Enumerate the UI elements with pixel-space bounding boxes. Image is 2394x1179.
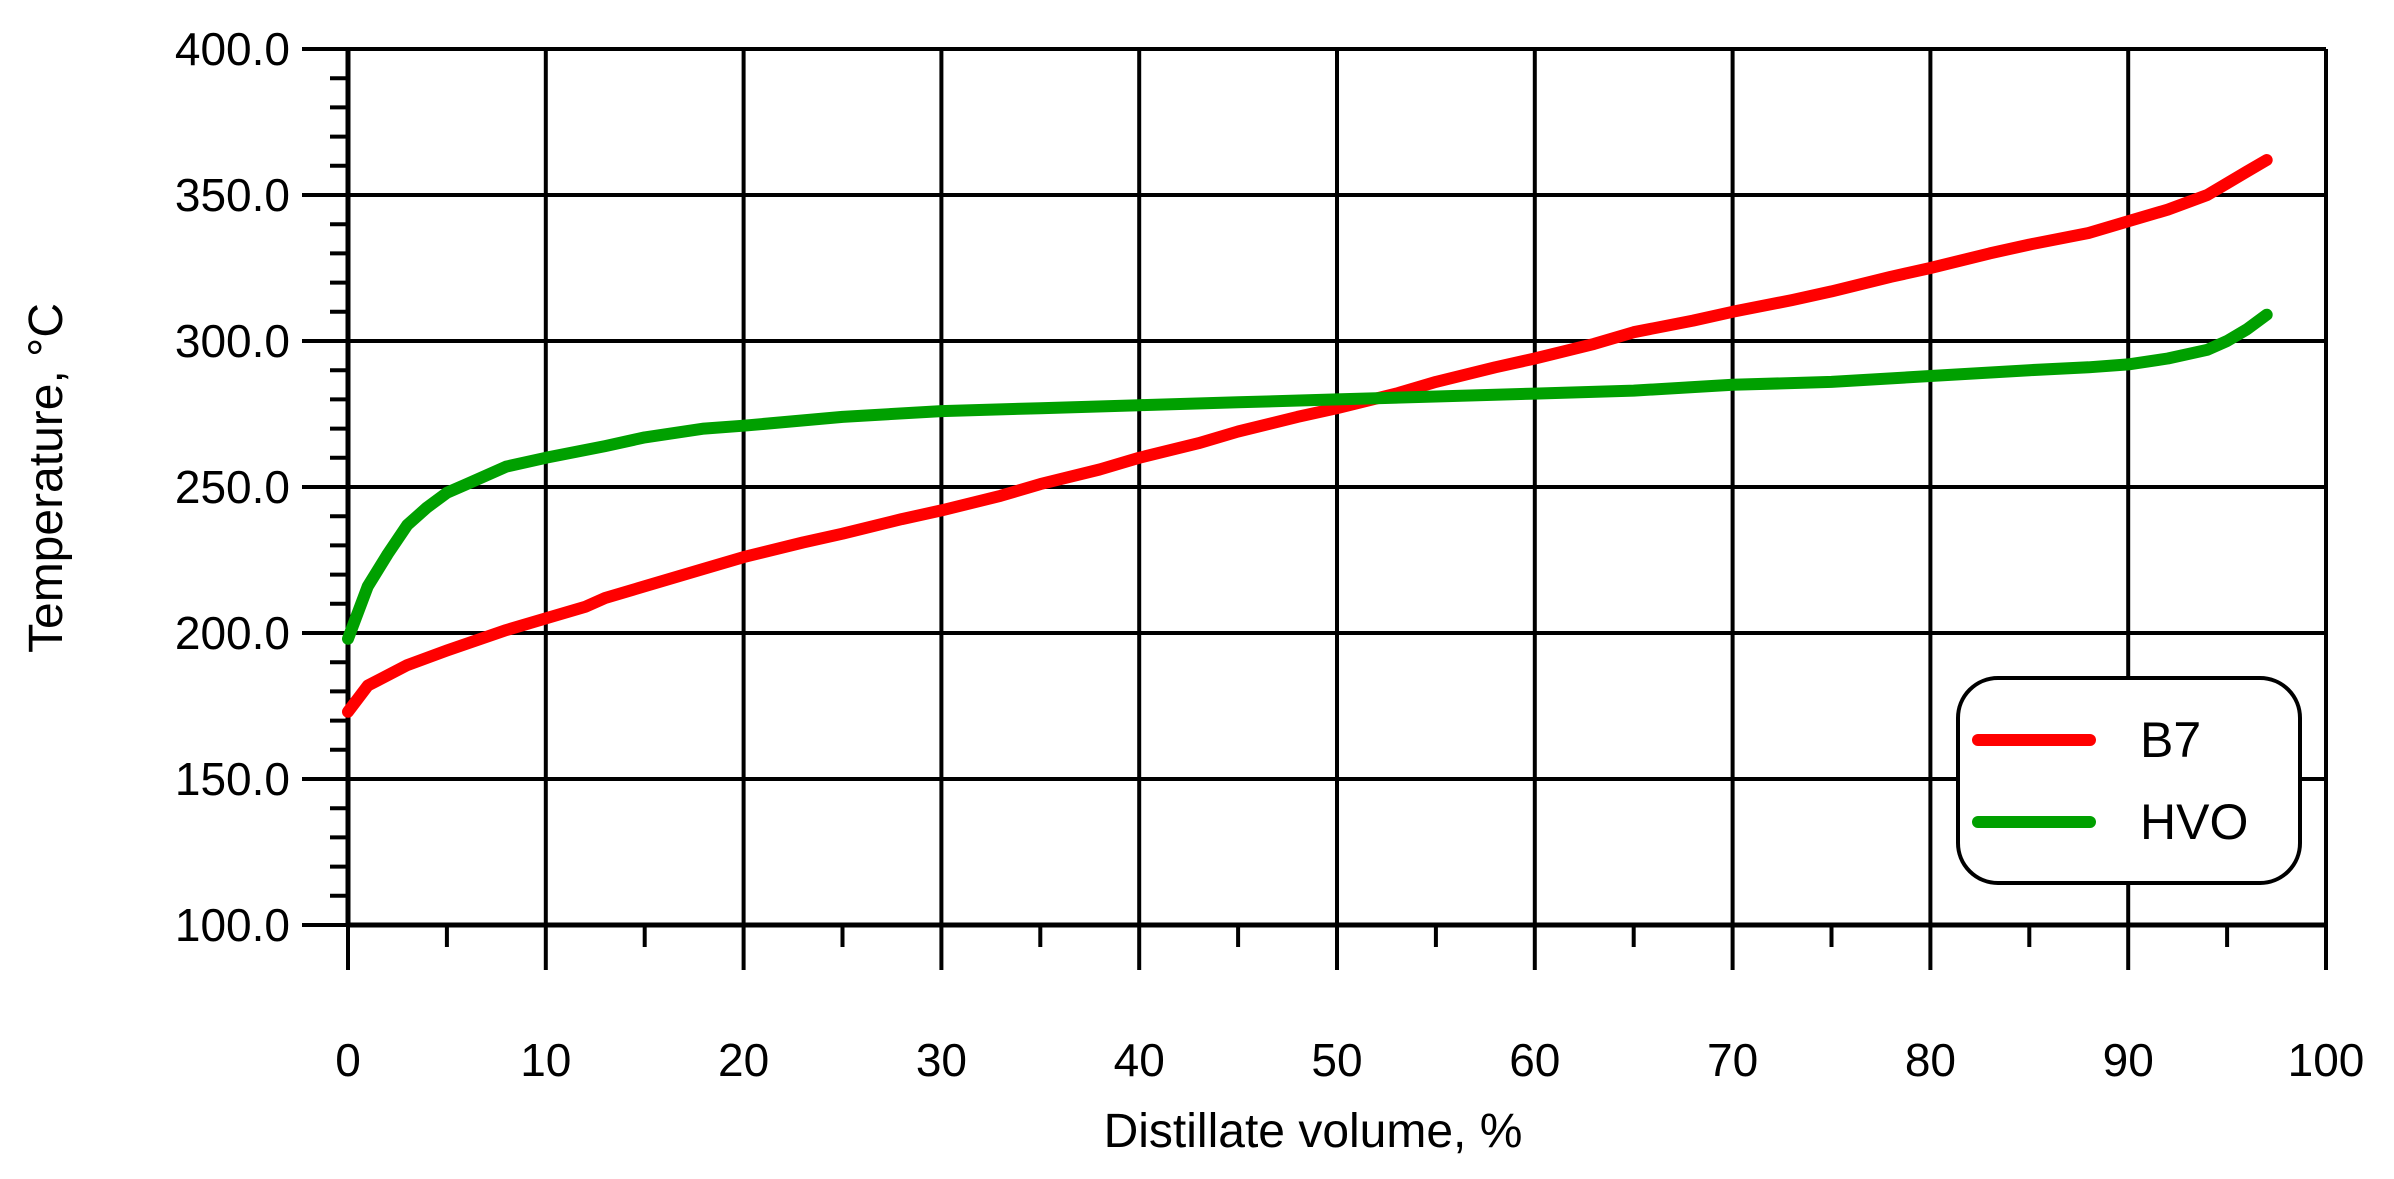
legend-label-b7: B7	[2140, 712, 2201, 768]
x-tick-label: 100	[2288, 1034, 2365, 1086]
legend-box	[1956, 676, 2302, 885]
series-line-b7	[342, 154, 2273, 718]
series-layer	[342, 154, 2273, 718]
series-line-hvo	[342, 308, 2273, 645]
legend: B7 HVO	[1956, 676, 2302, 885]
axes	[302, 47, 2328, 970]
x-tick-label: 40	[1114, 1034, 1165, 1086]
y-tick-label: 200.0	[175, 607, 290, 659]
x-tick-label: 30	[916, 1034, 967, 1086]
y-tick-label: 400.0	[175, 23, 290, 75]
minor-ticks	[330, 76, 2230, 947]
x-tick-label: 90	[2103, 1034, 2154, 1086]
y-tick-label: 300.0	[175, 315, 290, 367]
x-tick-label: 10	[520, 1034, 571, 1086]
x-tick-label: 0	[335, 1034, 361, 1086]
y-axis-title: Temperature, °C	[20, 303, 73, 653]
y-tick-label: 100.0	[175, 899, 290, 951]
y-tick-label: 150.0	[175, 753, 290, 805]
y-tick-labels: 100.0 150.0 200.0 250.0 300.0 350.0 400.0	[175, 23, 290, 951]
x-axis-title: Distillate volume, %	[1104, 1105, 1523, 1158]
legend-label-hvo: HVO	[2140, 794, 2248, 850]
y-tick-label: 250.0	[175, 461, 290, 513]
x-tick-label: 60	[1509, 1034, 1560, 1086]
x-tick-label: 50	[1311, 1034, 1362, 1086]
x-tick-labels: 0 10 20 30 40 50 60 70 80 90 100	[335, 1034, 2364, 1086]
grid	[348, 47, 2328, 925]
x-tick-label: 20	[718, 1034, 769, 1086]
y-tick-label: 350.0	[175, 169, 290, 221]
x-tick-label: 80	[1905, 1034, 1956, 1086]
x-tick-label: 70	[1707, 1034, 1758, 1086]
